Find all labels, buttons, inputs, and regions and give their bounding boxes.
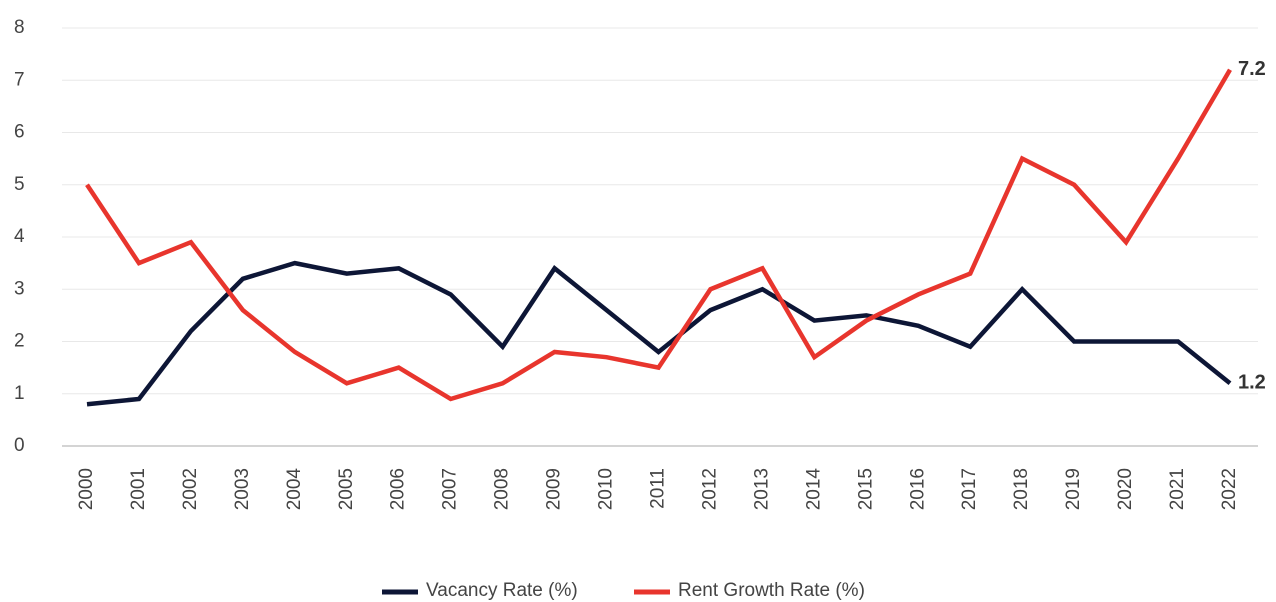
x-tick-label: 2003 (232, 468, 253, 510)
x-tick-label: 2009 (544, 468, 565, 510)
x-tick-label: 2018 (1011, 468, 1032, 510)
y-tick-label: 7 (14, 69, 25, 90)
x-tick-label: 2001 (128, 468, 149, 510)
x-tick-label: 2011 (648, 468, 669, 509)
end-label: 1.2 (1238, 372, 1266, 394)
x-tick-label: 2010 (596, 468, 617, 510)
x-tick-label: 2019 (1063, 468, 1084, 510)
x-tick-label: 2013 (751, 468, 772, 510)
y-tick-label: 4 (14, 226, 25, 247)
y-tick-label: 6 (14, 122, 25, 143)
y-tick-label: 5 (14, 174, 25, 195)
x-tick-label: 2022 (1219, 468, 1240, 510)
x-tick-label: 2005 (336, 468, 357, 510)
x-tick-label: 2021 (1167, 468, 1188, 510)
x-tick-label: 2006 (388, 468, 409, 510)
x-tick-label: 2000 (76, 468, 97, 510)
x-tick-label: 2007 (440, 468, 461, 510)
y-tick-label: 2 (14, 331, 25, 352)
y-tick-label: 3 (14, 278, 25, 299)
x-tick-label: 2008 (492, 468, 513, 510)
end-label: 7.2 (1238, 58, 1266, 80)
y-tick-label: 0 (14, 435, 25, 456)
x-tick-label: 2012 (699, 468, 720, 510)
x-tick-label: 2002 (180, 468, 201, 510)
x-tick-label: 2015 (855, 468, 876, 510)
x-tick-label: 2016 (907, 468, 928, 510)
y-tick-label: 1 (14, 383, 25, 404)
x-tick-label: 2017 (959, 468, 980, 510)
series-line (86, 260, 1232, 407)
legend-label: Vacancy Rate (%) (426, 580, 578, 601)
x-tick-label: 2020 (1115, 468, 1136, 510)
legend-item: Rent Growth Rate (%) (634, 580, 865, 601)
legend-label: Rent Growth Rate (%) (678, 580, 865, 601)
series-line (85, 68, 1232, 402)
legend-item: Vacancy Rate (%) (382, 580, 578, 601)
x-tick-label: 2004 (284, 468, 305, 511)
x-tick-label: 2014 (803, 468, 824, 511)
y-tick-label: 8 (14, 17, 25, 38)
